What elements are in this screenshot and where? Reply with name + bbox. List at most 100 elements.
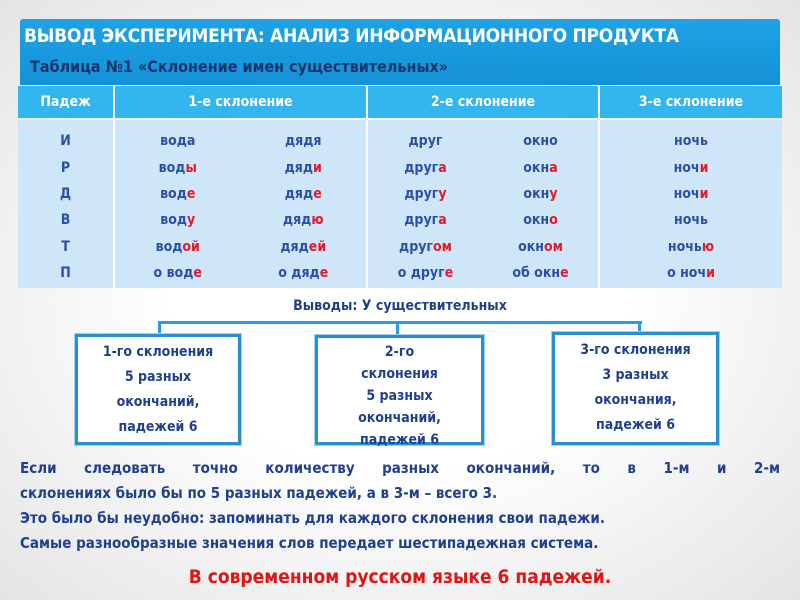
table-row: ночи: [600, 154, 782, 180]
word-form: ночью: [600, 239, 782, 255]
box-line: падежей 6: [596, 417, 675, 433]
word-form: окна: [483, 160, 598, 176]
word-ending: у: [549, 185, 558, 202]
table-row: вода дядя: [115, 128, 366, 154]
word-form: друг: [368, 133, 483, 149]
table-row: ночь: [600, 128, 782, 154]
box-line: окончания,: [594, 392, 677, 408]
word-stem: дядя: [284, 133, 322, 150]
word-stem: о дяд: [278, 265, 320, 282]
word-form: друга: [368, 212, 483, 228]
connector-line: [638, 321, 641, 333]
word-ending: ей: [308, 238, 327, 255]
box-line: 1-го склонения: [102, 344, 214, 360]
table-row: вод е дяде: [115, 181, 366, 207]
word-ending: у: [187, 212, 196, 229]
word-stem: ночь: [667, 238, 702, 255]
word-stem: окно: [523, 133, 558, 150]
col-decl2: 2-е склонение: [368, 86, 600, 118]
word-form: дядю: [241, 212, 367, 228]
word-ending: ом: [433, 238, 452, 255]
table-row: ночь: [600, 207, 782, 233]
connector-line: [396, 321, 399, 335]
word-stem: вод: [155, 238, 183, 255]
word-ending: и: [699, 159, 709, 176]
word-ending: е: [193, 265, 202, 282]
table-row: воды дяди: [115, 154, 366, 180]
table-row: о ночи: [600, 260, 782, 286]
table-row: о друге об окне: [368, 260, 598, 286]
word-stem: друг: [404, 185, 439, 202]
word-stem: об окн: [512, 265, 561, 282]
word-stem: дяд: [280, 238, 309, 255]
conclusion-box-2: 2-го склонения 5 разных окончаний, падеж…: [315, 335, 484, 448]
word-stem: ноч: [673, 185, 700, 202]
col-decl1: 1-е склонение: [115, 86, 368, 118]
table-row: друг окно: [368, 128, 598, 154]
word-ending: о: [549, 212, 558, 229]
final-statement: В современном русском языке 6 падежей.: [188, 566, 612, 588]
word-stem: о друг: [397, 265, 445, 282]
word-stem: дяд: [284, 159, 314, 176]
word-stem: окн: [523, 185, 550, 202]
decl3-column: ночь ночи ночи ночь ночью о ночи: [600, 120, 782, 288]
word-form: ночи: [600, 160, 782, 176]
table-row: ночью: [600, 234, 782, 260]
word-stem: окн: [523, 212, 550, 229]
conclusion-box-1: 1-го склонения 5 разных окончаний, падеж…: [75, 334, 241, 445]
word-ending: и: [699, 185, 709, 202]
word-ending: е: [319, 265, 329, 282]
word-stem: вода: [160, 133, 196, 150]
word-form: окно: [483, 133, 598, 149]
word-stem: дяд: [284, 185, 314, 202]
word-form: о воде: [115, 265, 241, 281]
word-form: окно: [483, 212, 598, 228]
word-ending: ю: [701, 238, 715, 255]
case-letter: В: [60, 212, 71, 229]
col-case: Падеж: [18, 86, 115, 118]
case-label: П: [18, 260, 113, 286]
box-line: окончаний,: [358, 410, 441, 426]
word-form: водой: [115, 239, 241, 255]
connector-line: [158, 321, 161, 334]
word-form: воды: [115, 160, 241, 176]
word-form: об окне: [483, 265, 598, 281]
box-line: 3 разных: [602, 367, 669, 383]
word-form: дяде: [241, 186, 367, 202]
slide-header: ВЫВОД ЭКСПЕРИМЕНТА: АНАЛИЗ ИНФОРМАЦИОННО…: [20, 19, 780, 85]
word-ending: е: [313, 185, 322, 202]
word-stem: о вод: [153, 265, 194, 282]
word-ending: а: [438, 212, 447, 229]
word-form: вода: [115, 133, 241, 149]
case-label: И: [18, 128, 113, 154]
word-stem: друг: [408, 133, 443, 150]
word-form: о друге: [368, 265, 483, 281]
box-line: падежей 6: [118, 419, 198, 435]
word-stem: вод: [158, 159, 186, 176]
case-letter: П: [60, 265, 71, 282]
word-stem: друг: [404, 159, 439, 176]
word-form: дядя: [241, 133, 367, 149]
word-stem: вод: [160, 185, 187, 202]
word-form: воду: [115, 212, 241, 228]
paragraph-line: склонениях было бы по 5 разных падежей, …: [20, 484, 498, 502]
word-form: ночь: [600, 133, 782, 149]
slide-title: ВЫВОД ЭКСПЕРИМЕНТА: АНАЛИЗ ИНФОРМАЦИОННО…: [24, 25, 679, 47]
word-ending: е: [560, 265, 569, 282]
word-ending: а: [438, 159, 447, 176]
paragraph-line: Самые разнообразные значения слов переда…: [20, 534, 599, 552]
slide-subtitle: Таблица №1 «Склонение имен существительн…: [30, 57, 449, 76]
word-ending: и: [313, 159, 322, 176]
word-stem: ноч: [673, 159, 700, 176]
word-ending: ю: [311, 212, 324, 229]
word-form: окном: [483, 239, 598, 255]
case-letter: Т: [61, 238, 70, 255]
word-form: о дяде: [241, 265, 367, 281]
conclusion-box-3: 3-го склонения 3 разных окончания, падеж…: [552, 332, 719, 445]
word-stem: о ноч: [667, 265, 707, 282]
word-ending: у: [438, 185, 447, 202]
word-stem: окн: [523, 159, 550, 176]
box-line: 3-го склонения: [580, 342, 691, 358]
box-line: склонения: [361, 366, 438, 382]
